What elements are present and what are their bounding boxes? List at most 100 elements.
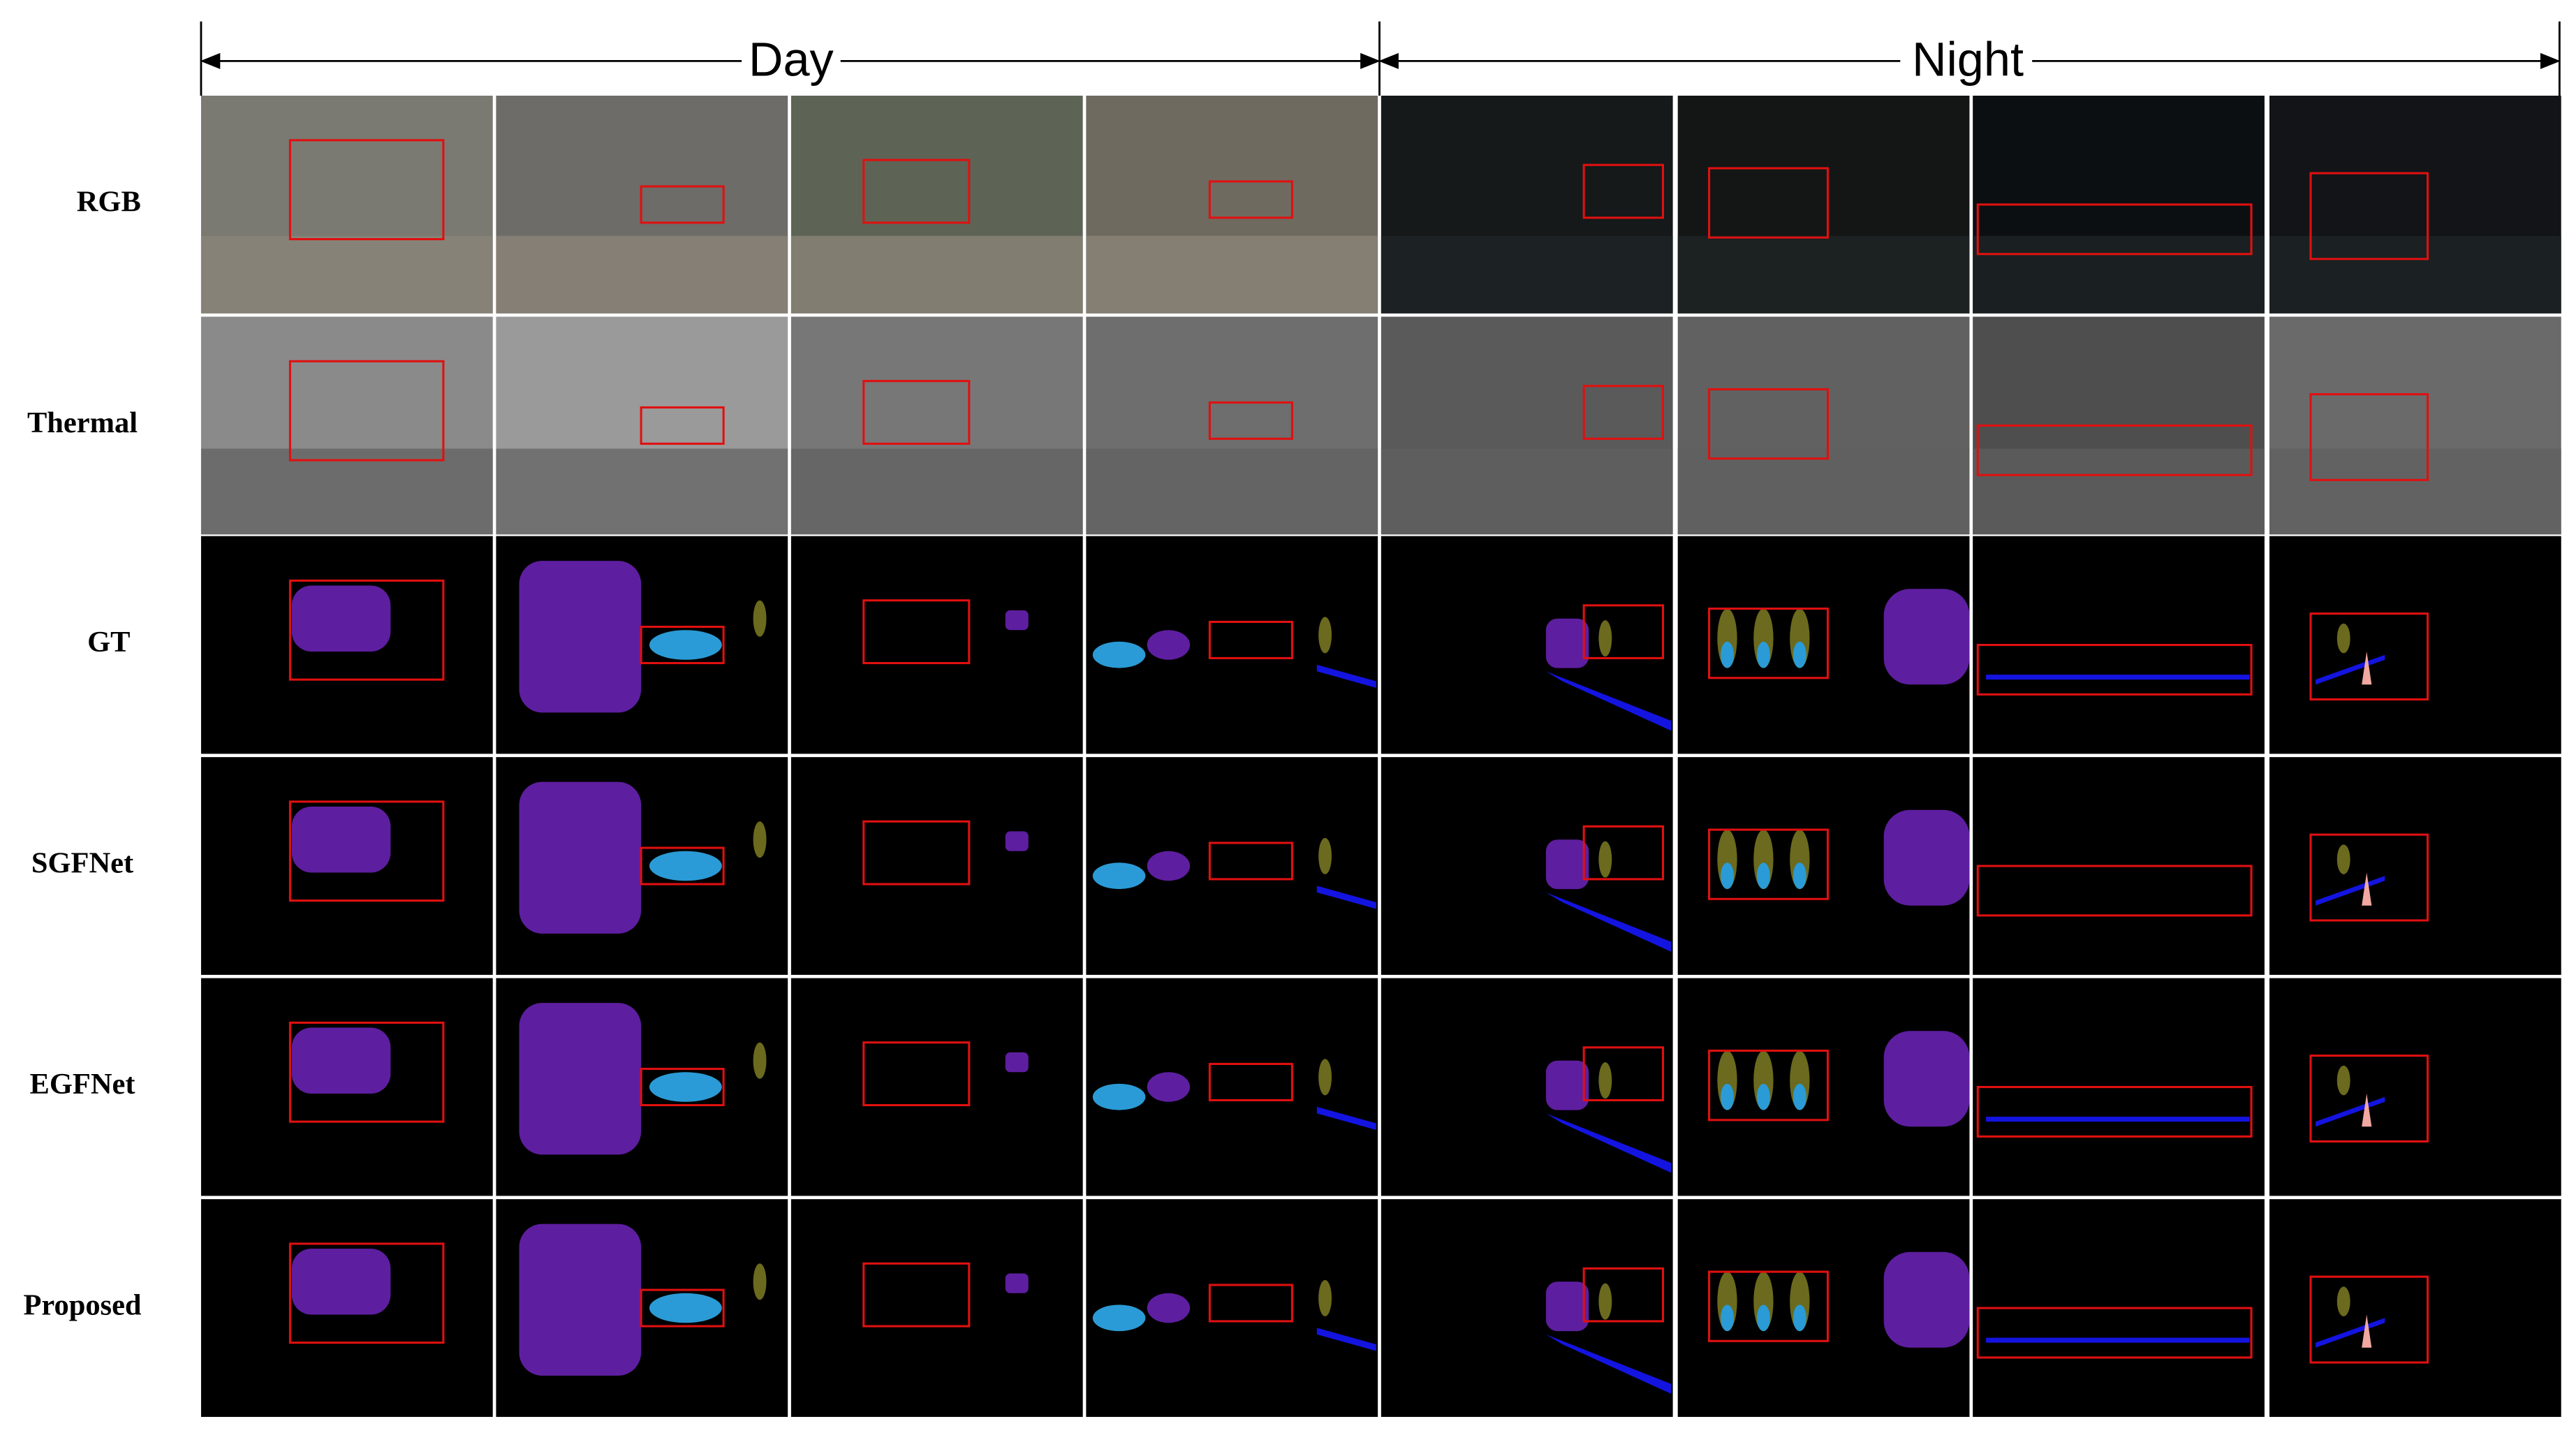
seg-person: [1318, 837, 1332, 874]
highlight-box: [1976, 865, 2253, 917]
seg-car: [1005, 610, 1029, 631]
seg-bike: [1793, 1083, 1806, 1110]
seg-car: [291, 807, 391, 873]
seg-car: [1883, 589, 1970, 685]
seg-person: [753, 1263, 767, 1300]
highlight-box: [1208, 1062, 1293, 1101]
seg-car: [291, 585, 391, 652]
seg-person: [2336, 1286, 2350, 1316]
highlight-box: [1707, 1050, 1830, 1122]
seg-bike: [1793, 641, 1806, 668]
highlight-box: [2309, 392, 2429, 481]
highlight-box: [1707, 828, 1830, 900]
seg-bike: [1756, 862, 1770, 890]
highlight-box: [1208, 401, 1293, 440]
highlight-box: [1208, 1284, 1293, 1323]
seg-car: [1005, 831, 1029, 851]
seg-person: [1598, 841, 1612, 878]
highlight-box: [1976, 203, 2253, 256]
highlight-box: [288, 1242, 445, 1344]
seg-van: [519, 1224, 642, 1376]
highlight-box: [288, 800, 445, 902]
scene-ground: [1086, 235, 1378, 314]
seg-person: [2336, 1065, 2350, 1096]
highlight-box: [1208, 842, 1293, 881]
highlight-box: [1582, 825, 1664, 881]
seg-bike: [1092, 641, 1146, 668]
image-tile: [2269, 757, 2561, 975]
seg-person: [753, 600, 767, 637]
seg-cone: [2362, 651, 2372, 685]
image-tile: [790, 978, 1083, 1196]
scene-ground: [1381, 235, 1673, 314]
image-tile: [1381, 1199, 1673, 1417]
highlight-box: [862, 380, 971, 445]
scene-ground: [1677, 235, 1970, 314]
highlight-box: [1707, 608, 1830, 679]
highlight-box: [288, 360, 445, 462]
highlight-box: [1208, 180, 1293, 219]
highlight-box: [1582, 1267, 1664, 1323]
highlight-box: [1582, 163, 1664, 219]
image-tile: [790, 1199, 1083, 1417]
scene-ground: [790, 448, 1083, 535]
seg-bike: [1793, 862, 1806, 890]
seg-road-line: [1316, 1328, 1376, 1351]
highlight-box: [1976, 1307, 2253, 1359]
highlight-box: [1976, 643, 2253, 696]
seg-person: [753, 1042, 767, 1079]
seg-person: [1318, 1059, 1332, 1096]
seg-person: [1598, 1062, 1612, 1099]
seg-car: [1545, 1060, 1589, 1110]
seg-car: [1147, 1072, 1191, 1102]
seg-person: [2336, 623, 2350, 654]
seg-road-line: [1316, 1106, 1376, 1130]
highlight-box: [1707, 388, 1830, 460]
seg-bike: [1756, 1083, 1770, 1110]
scene-ground: [1381, 448, 1673, 535]
seg-car: [291, 1027, 391, 1094]
seg-car: [1883, 1251, 1970, 1348]
highlight-box: [862, 1041, 971, 1107]
seg-bike: [1756, 1305, 1770, 1332]
seg-person: [2336, 844, 2350, 874]
arrow-head: [2540, 52, 2561, 69]
scene-ground: [2269, 235, 2561, 314]
image-tile: [2269, 1199, 2561, 1417]
scene-ground: [2269, 448, 2561, 535]
seg-bike: [1793, 1305, 1806, 1332]
scene-ground: [496, 235, 788, 314]
seg-person: [1318, 617, 1332, 654]
seg-bike: [649, 1293, 722, 1323]
highlight-box: [1976, 1086, 2253, 1138]
seg-road-line: [1545, 892, 1672, 952]
seg-cone: [2362, 1314, 2372, 1348]
seg-road-line: [1986, 1337, 2250, 1343]
row-label: Proposed: [23, 1288, 141, 1321]
seg-car: [1545, 618, 1589, 668]
seg-road-line: [1316, 664, 1376, 688]
image-tile: [1381, 536, 1673, 754]
seg-person: [1598, 1283, 1612, 1320]
highlight-box: [2309, 1275, 2429, 1364]
arrow-head: [1378, 52, 1399, 69]
highlight-box: [288, 579, 445, 681]
scene-ground: [1973, 235, 2265, 314]
highlight-box: [862, 599, 971, 665]
seg-person: [1318, 1279, 1332, 1316]
highlight-box: [1582, 604, 1664, 659]
highlight-box: [862, 1262, 971, 1328]
seg-bike: [1092, 1083, 1146, 1110]
seg-car: [1545, 839, 1589, 890]
seg-road-line: [1986, 675, 2250, 680]
arrow-head: [200, 52, 221, 69]
scene-ground: [496, 448, 788, 535]
row-label: EGFNet: [30, 1068, 135, 1101]
highlight-box: [1976, 424, 2253, 476]
seg-road-line: [1545, 1113, 1672, 1173]
highlight-box: [640, 1288, 725, 1328]
scene-ground: [200, 235, 493, 314]
highlight-box: [640, 406, 725, 445]
seg-cone: [2362, 1093, 2372, 1127]
